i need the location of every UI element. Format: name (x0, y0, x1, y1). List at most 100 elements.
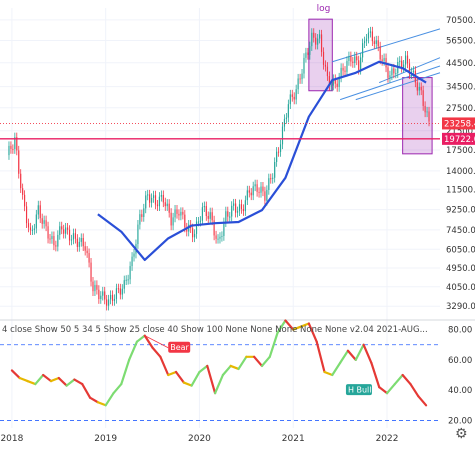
candle-body (375, 40, 377, 44)
trend-line (332, 28, 441, 63)
candle-body (391, 68, 393, 76)
osc-segment (315, 340, 326, 374)
candle-body (131, 256, 133, 267)
candle-body (121, 288, 123, 295)
candle-body (279, 144, 282, 152)
candle-body (176, 209, 178, 214)
osc-segment (198, 364, 209, 374)
candle-body (149, 194, 151, 203)
candle-body (297, 78, 299, 90)
candle-body (336, 83, 338, 87)
candle-body (346, 60, 348, 72)
candle-body (340, 67, 342, 78)
candle-body (322, 51, 325, 65)
bull-label: H Bull (348, 386, 372, 395)
candle-body (156, 204, 159, 207)
candle-body (49, 238, 51, 240)
candle-body (262, 186, 264, 192)
x-tick-label: 2021 (282, 434, 305, 444)
candle-body (168, 203, 170, 213)
candle-body (393, 68, 395, 74)
candle-body (117, 288, 119, 290)
candle-body (309, 46, 311, 55)
candle-body (367, 32, 370, 39)
candle-body (293, 96, 295, 100)
y-tick-label: 14000.0 (446, 167, 475, 177)
candle-body (43, 220, 45, 224)
osc-segment (229, 364, 240, 371)
candle-body (356, 56, 358, 61)
osc-segment (276, 319, 287, 334)
level-label: 19722.0 (444, 135, 475, 145)
osc-segment (370, 361, 381, 389)
osc-segment (253, 355, 264, 368)
gear-icon[interactable]: ⚙ (455, 426, 468, 442)
y-tick-label: 34500.0 (446, 83, 475, 93)
candle-body (94, 284, 96, 292)
candle-body (289, 94, 291, 105)
candle-body (123, 280, 125, 289)
candle-body (250, 192, 252, 196)
annotation-log: log (317, 4, 331, 14)
candle-body (371, 31, 373, 42)
osc-segment (409, 382, 420, 398)
candle-body (151, 197, 153, 203)
osc-segment (151, 346, 162, 358)
candle-body (51, 236, 53, 240)
candle-body (45, 220, 47, 227)
osc-segment (128, 340, 139, 361)
candle-body (281, 126, 284, 145)
indicator-label: 4 close Show 50 5 34 5 Show 25 close 40 … (2, 325, 428, 335)
candle-body (186, 227, 188, 232)
osc-segment (26, 379, 37, 386)
candle-body (133, 253, 135, 257)
candle-body (47, 226, 49, 239)
candle-body (324, 64, 327, 67)
candle-body (141, 214, 143, 217)
candle-body (358, 60, 360, 70)
candle-body (383, 58, 385, 61)
candle-body (416, 82, 418, 91)
osc-y-tick-label: 40.00 (448, 386, 472, 396)
osc-segment (167, 370, 178, 377)
candles-layer (8, 26, 430, 311)
candle-body (39, 205, 41, 219)
candle-body (377, 40, 379, 47)
candle-body (305, 52, 307, 58)
candle-body (201, 207, 203, 221)
bear-badge (168, 341, 191, 353)
y-tick-label: 11500.0 (446, 185, 475, 195)
osc-segment (10, 369, 21, 380)
candle-body (350, 56, 352, 62)
candle-body (74, 233, 76, 239)
osc-segment (354, 343, 365, 361)
candle-body (418, 86, 420, 91)
candle-body (332, 78, 334, 86)
candle-body (235, 203, 237, 213)
osc-segment (417, 395, 428, 407)
candle-body (299, 78, 301, 80)
candle-body (268, 178, 270, 190)
candle-body (240, 204, 243, 209)
osc-segment (112, 382, 123, 395)
y-tick-label: 56500.0 (446, 37, 475, 47)
candle-body (78, 241, 80, 247)
candle-body (344, 70, 346, 72)
candle-body (139, 214, 141, 225)
candle-body (426, 111, 428, 113)
osc-segment (135, 334, 146, 343)
candle-body (53, 236, 55, 246)
candle-body (320, 34, 323, 52)
candle-body (31, 229, 34, 231)
candle-body (108, 299, 110, 306)
candle-body (203, 206, 205, 208)
candle-body (199, 220, 202, 222)
osc-segment (260, 355, 271, 368)
candle-body (217, 238, 219, 240)
candle-body (213, 220, 215, 236)
candle-body (227, 211, 229, 217)
osc-segment (385, 382, 396, 395)
bear-label: Bear (170, 343, 189, 352)
y-tick-label: 17500.0 (446, 146, 475, 156)
candle-body (193, 233, 196, 238)
